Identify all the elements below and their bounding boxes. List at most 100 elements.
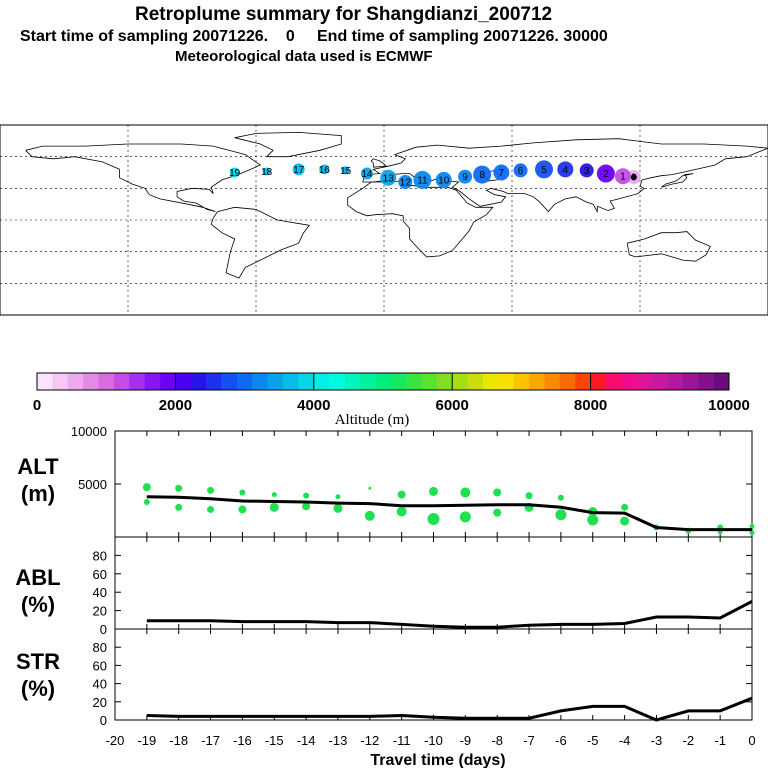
alt-cluster-dot	[525, 492, 533, 500]
colorbar-tick-label: 10000	[708, 397, 750, 414]
colorbar-swatch	[190, 373, 207, 390]
x-tick-label: -2	[683, 733, 695, 748]
colorbar-swatch	[621, 373, 638, 390]
alt-cluster-dot	[142, 483, 151, 492]
alt-cluster-dot	[397, 490, 406, 499]
y-tick-label: 40	[93, 677, 107, 692]
colorbar-swatch	[652, 373, 668, 390]
trajectory-point	[557, 161, 574, 178]
x-tick-label: -1	[714, 733, 726, 748]
colorbar-swatch	[236, 373, 253, 390]
x-tick-label: -8	[491, 733, 503, 748]
trajectory-day-label: 9	[462, 172, 468, 183]
coastline	[234, 131, 342, 158]
trajectory-day-label: 17	[293, 165, 305, 176]
colorbar-swatch	[267, 373, 284, 390]
alt-cluster-dot	[335, 494, 341, 500]
trajectory-point	[360, 167, 373, 180]
colorbar-tick-label: 4000	[297, 397, 330, 414]
alt-cluster-dot	[238, 505, 247, 514]
trajectory-point	[341, 166, 350, 175]
map-panel: 012345678910111213141516171819	[0, 124, 768, 316]
str-line	[146, 696, 753, 722]
trajectory-point	[535, 160, 553, 179]
trajectory-day-label: 3	[584, 166, 590, 177]
y-tick-label: 5000	[78, 477, 107, 492]
colorbar-swatch	[98, 373, 115, 390]
sampling-site-marker	[630, 174, 637, 181]
colorbar-tick-label: 2000	[159, 397, 192, 414]
coastline	[661, 173, 694, 188]
trajectory-point	[319, 164, 330, 175]
alt-cluster-dot	[427, 512, 440, 525]
y-tick-label: 0	[100, 622, 107, 637]
trajectory-point	[513, 163, 528, 178]
y-tick-label: 80	[93, 640, 107, 655]
trajectory-day-label: 4	[563, 165, 569, 176]
abl-panel-frame	[114, 536, 753, 630]
colorbar-swatch	[129, 373, 145, 390]
trajectory-point	[579, 163, 594, 178]
colorbar-swatch	[359, 373, 376, 390]
alt-cluster-dot	[459, 511, 471, 523]
alt-panel: 5000 10000 ALT(m)	[17, 424, 755, 538]
alt-cluster-dot	[493, 488, 502, 497]
x-tick-label: -17	[201, 733, 220, 748]
alt-cluster-dot	[396, 506, 407, 517]
x-tick-label: -19	[137, 733, 156, 748]
colorbar-swatch	[313, 373, 330, 390]
colorbar-swatch	[544, 373, 561, 390]
trajectory-day-label: 8	[479, 170, 485, 181]
trajectory-point	[596, 164, 615, 183]
colorbar-swatch	[513, 373, 530, 390]
x-tick-label: 0	[748, 733, 755, 748]
colorbar-swatch	[667, 373, 684, 390]
colorbar-tick-label: 6000	[436, 397, 469, 414]
alt-cluster-dot	[302, 502, 311, 511]
alt-cluster-dot	[557, 494, 564, 501]
x-tick-label: -13	[329, 733, 348, 748]
trajectory-point	[458, 169, 473, 184]
colorbar-swatch	[160, 373, 176, 390]
retroplume-trajectory: 012345678910111213141516171819	[229, 160, 641, 189]
colorbar-swatch	[67, 373, 84, 390]
trajectory-day-label: 1	[620, 172, 626, 183]
y-tick-label: 10000	[71, 424, 107, 439]
alt-median-line	[146, 495, 752, 532]
trajectory-point	[380, 169, 397, 186]
coastline	[626, 231, 711, 262]
abl-panel-ylabel: (%)	[21, 592, 55, 617]
y-tick-label: 20	[93, 604, 107, 619]
alt-cluster-dot	[493, 508, 502, 517]
colorbar-swatch	[406, 373, 422, 390]
colorbar-swatch	[698, 373, 714, 390]
trajectory-day-label: 13	[383, 173, 395, 184]
colorbar-swatch	[452, 373, 468, 390]
map-gridlines	[0, 125, 768, 315]
colorbar-swatch	[283, 373, 299, 390]
x-tick-label: -5	[587, 733, 599, 748]
abl-line	[146, 600, 753, 629]
alt-cluster-dot	[271, 492, 277, 498]
alt-cluster-dot	[175, 484, 183, 492]
trajectory-point	[292, 163, 305, 176]
alt-cluster-dot	[749, 530, 755, 536]
alt-cluster-dot	[364, 510, 375, 521]
colorbar-swatch	[682, 373, 699, 390]
colorbar-swatch	[252, 373, 268, 390]
colorbar-swatch	[175, 373, 192, 390]
colorbar-swatch	[605, 373, 622, 390]
colorbar-swatch	[144, 373, 161, 390]
trajectory-point	[262, 167, 271, 176]
colorbar-label: Altitude (m)	[335, 412, 410, 428]
trajectory-point	[413, 170, 432, 189]
colorbar-swatch	[390, 373, 407, 390]
chart-title: Retroplume summary for Shangdianzi_20071…	[135, 4, 553, 25]
alt-cluster-dot	[239, 489, 246, 496]
colorbar-swatch	[498, 373, 515, 390]
colorbar-swatch	[436, 373, 453, 390]
x-tick-label: -14	[297, 733, 316, 748]
alt-cluster-dot	[303, 492, 310, 499]
abl-panel-ylabel: ABL	[15, 565, 60, 590]
colorbar-swatch	[298, 373, 315, 390]
